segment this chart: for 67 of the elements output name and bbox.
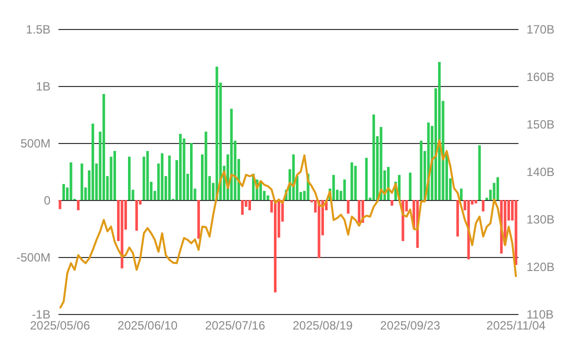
bar	[120, 200, 124, 268]
bar	[365, 158, 368, 200]
bar	[460, 188, 463, 200]
bar	[408, 172, 412, 200]
y-tick-label: 0	[44, 194, 51, 208]
y-tick-label: 500M	[20, 136, 50, 150]
bar	[292, 154, 295, 200]
bar	[128, 156, 131, 200]
x-tick-label: 2025/07/16	[205, 318, 266, 332]
bar	[438, 62, 441, 200]
bar	[343, 179, 346, 200]
bar	[241, 200, 244, 215]
bar	[514, 200, 518, 265]
y2-tick-label: 160B	[526, 70, 555, 84]
bar	[390, 200, 394, 206]
x-tick-label: 2025/06/10	[118, 318, 178, 332]
bar	[380, 127, 382, 200]
bar	[113, 150, 116, 200]
bar	[274, 200, 277, 292]
bar	[372, 114, 376, 200]
y-tick-label: -500M	[16, 250, 50, 264]
bar	[197, 200, 200, 239]
bar	[204, 132, 208, 200]
bar	[482, 200, 484, 212]
bar	[76, 200, 80, 210]
x-tick-label: 2025/11/04	[486, 318, 546, 332]
y2-tick-label: 120B	[526, 260, 555, 274]
bar	[80, 164, 84, 200]
bar	[358, 200, 360, 223]
bar	[70, 162, 72, 200]
y-tick-label: 1.5B	[26, 22, 50, 36]
bar	[168, 156, 171, 200]
line-series	[59, 139, 517, 310]
bar	[350, 162, 354, 200]
bar	[179, 134, 182, 200]
bar	[62, 184, 65, 200]
y2-tick-label: 150B	[526, 118, 555, 132]
bar	[456, 200, 459, 236]
x-tick-label: 2025/08/19	[292, 318, 354, 332]
bar	[354, 166, 357, 200]
bar	[216, 66, 218, 200]
bar	[135, 200, 138, 231]
bar	[496, 177, 500, 200]
bar	[318, 200, 320, 258]
bar	[102, 94, 106, 200]
bar	[420, 140, 422, 200]
bar	[332, 174, 335, 200]
x-tick-label: 2025/09/23	[380, 318, 441, 332]
y2-tick-label: 140B	[526, 165, 555, 179]
bar	[230, 108, 233, 200]
bar	[160, 153, 164, 200]
y2-tick-label: 170B	[526, 22, 555, 36]
bar	[190, 143, 193, 200]
bar	[182, 138, 186, 200]
bar	[58, 200, 62, 210]
bar	[248, 200, 251, 210]
y-tick-label: -1B	[32, 308, 50, 322]
bar	[478, 145, 481, 200]
y-tick-label: 1B	[36, 80, 50, 94]
y2-tick-label: 130B	[526, 212, 555, 226]
bar	[266, 195, 270, 200]
bar	[92, 124, 94, 200]
bar	[346, 200, 350, 214]
x-tick-label: 2025/05/06	[30, 318, 90, 332]
bar	[474, 200, 478, 204]
y2-tick-label: 110B	[526, 308, 554, 322]
bar	[146, 150, 149, 200]
